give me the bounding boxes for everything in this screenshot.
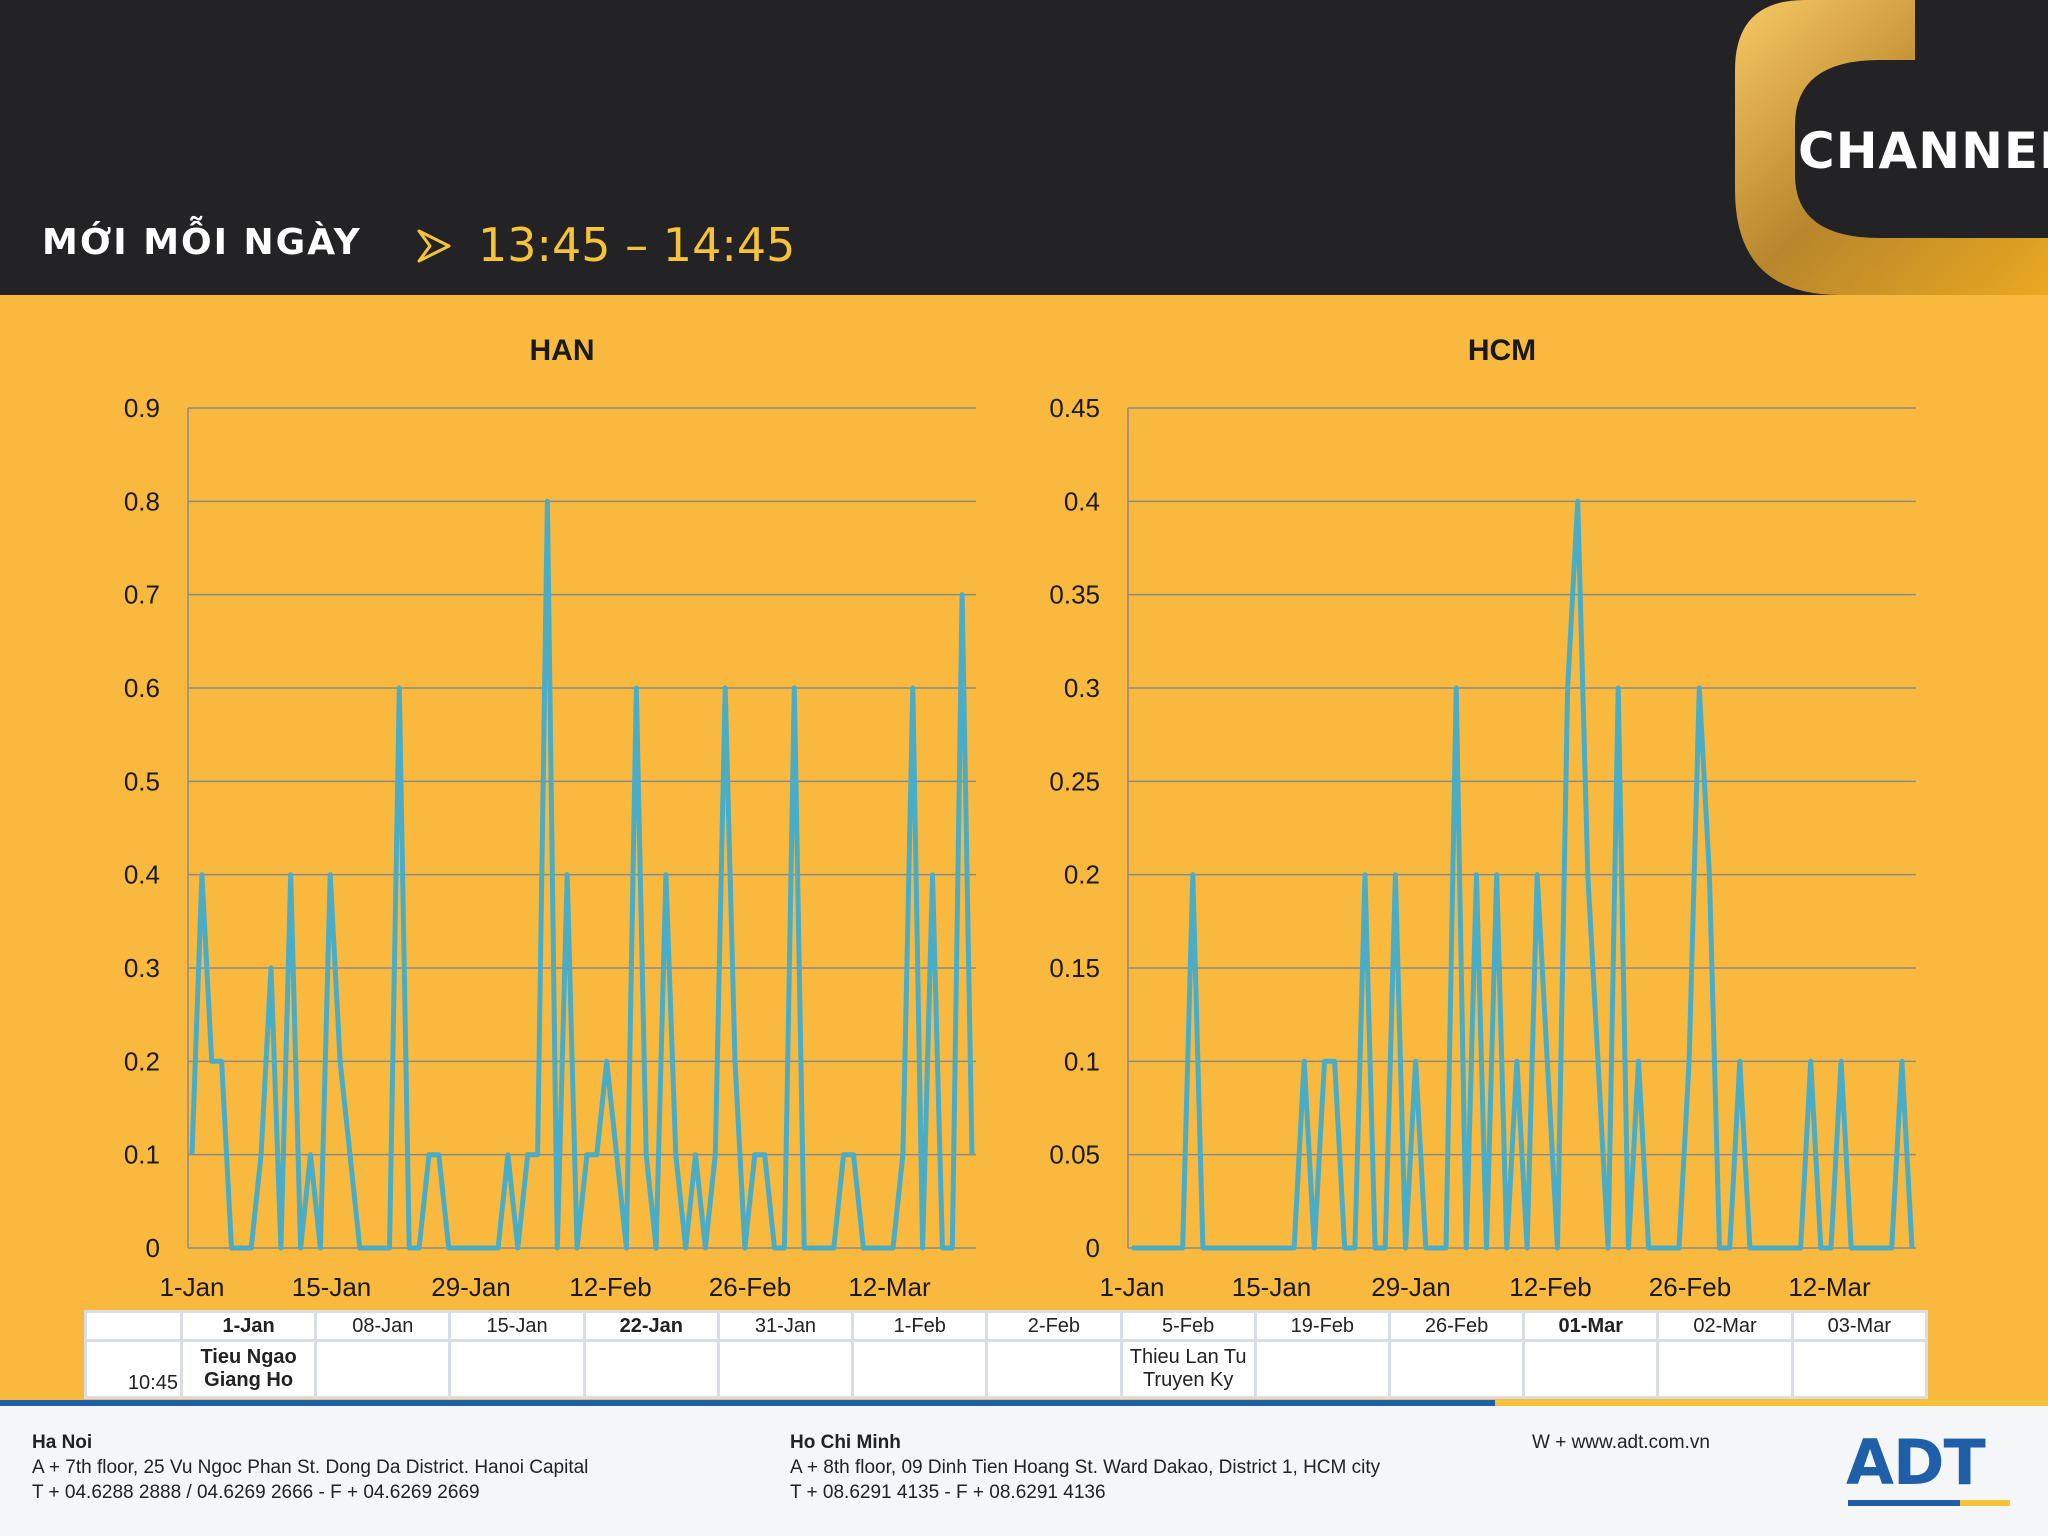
schedule-date-cell: 5-Feb: [1119, 1310, 1257, 1342]
schedule-time-cell: 10:45: [84, 1339, 183, 1399]
schedule-program-row: 10:45 Tieu Ngao Giang Ho Thieu Lan Tu Truye…: [84, 1339, 1929, 1399]
schedule-program-cell: [716, 1339, 855, 1399]
footer: Ha Noi A + 7th floor, 25 Vu Ngoc Phan St…: [0, 1406, 2048, 1536]
y-tick-label: 0.25: [1049, 766, 1100, 796]
adt-logo: ADT: [1846, 1426, 1986, 1499]
x-tick-label: 15-Jan: [292, 1272, 372, 1302]
schedule-program-cell: Tieu Ngao Giang Ho: [179, 1339, 318, 1399]
chart-title: HAN: [530, 334, 595, 367]
schedule-corner-cell: [84, 1310, 183, 1342]
schedule-program-cell: [1387, 1339, 1526, 1399]
schedule-date-cell: 08-Jan: [314, 1310, 452, 1342]
x-tick-label: 12-Feb: [569, 1272, 651, 1302]
x-tick-label: 1-Jan: [159, 1272, 224, 1302]
y-tick-label: 0.3: [124, 953, 160, 983]
address-hanoi-phone: T + 04.6288 2888 / 04.6269 2666 - F + 04…: [32, 1482, 480, 1503]
y-tick-label: 0.9: [124, 393, 160, 423]
schedule-program-cell: Thieu Lan Tu Truyen Ky: [1119, 1339, 1257, 1399]
y-tick-label: 0.35: [1049, 580, 1100, 610]
schedule-program-cell: [1790, 1339, 1929, 1399]
x-tick-label: 1-Jan: [1099, 1272, 1164, 1302]
schedule-date-row: 1-Jan 08-Jan 15-Jan 22-Jan 31-Jan 1-Feb 2-Feb 5…: [84, 1310, 1929, 1342]
x-tick-label: 15-Jan: [1232, 1272, 1312, 1302]
schedule-program-line: Thieu Lan Tu: [1129, 1346, 1247, 1368]
channel-logo: [1735, 0, 2048, 295]
schedule-date-cell: 03-Mar: [1790, 1310, 1929, 1342]
schedule-date-cell: 15-Jan: [448, 1310, 586, 1342]
y-tick-label: 0.7: [124, 580, 160, 610]
adt-logo-underline-accent: [1960, 1500, 2010, 1506]
y-tick-label: 0.2: [1064, 860, 1100, 890]
schedule-program-line: Tieu Ngao: [200, 1346, 297, 1368]
brand-tagline: MỚI MỖI NGÀY: [42, 222, 362, 263]
schedule-date-cell: 1-Jan: [179, 1310, 318, 1342]
schedule-program-cell: [851, 1339, 989, 1399]
y-tick-label: 0.2: [124, 1046, 160, 1076]
y-tick-label: 0.15: [1049, 953, 1100, 983]
address-hcm-phone: T + 08.6291 4135 - F + 08.6291 4136: [790, 1482, 1106, 1503]
x-tick-label: 12-Mar: [1788, 1272, 1871, 1302]
schedule-program-cell: [1253, 1339, 1391, 1399]
schedule-date-cell: 01-Mar: [1522, 1310, 1660, 1342]
schedule-program-cell: [1522, 1339, 1660, 1399]
chart-title: HCM: [1468, 334, 1536, 367]
han-chart: HAN 0 0.1 0.2 0.3 0.4 0.5 0.6 0.7 0.8 0.9 1-Jan 15-J…: [124, 334, 976, 1302]
schedule-date-cell: 26-Feb: [1387, 1310, 1526, 1342]
y-tick-label: 0.6: [124, 673, 160, 703]
x-tick-label: 29-Jan: [431, 1272, 511, 1302]
address-hanoi-street: A + 7th floor, 25 Vu Ngoc Phan St. Dong …: [32, 1457, 589, 1478]
schedule-program-cell: [582, 1339, 720, 1399]
time-range: 13:45 – 14:45: [478, 218, 796, 272]
series-line-hcm: [1132, 498, 1915, 1251]
y-tick-label: 0.4: [124, 860, 160, 890]
footer-stripe: [0, 1400, 2048, 1406]
series-line-han: [189, 498, 975, 1251]
schedule-program-cell: [985, 1339, 1123, 1399]
schedule-program-line: Truyen Ky: [1142, 1369, 1234, 1391]
address-hanoi-city: Ha Noi: [32, 1432, 93, 1453]
schedule-date-cell: 1-Feb: [851, 1310, 989, 1342]
schedule-program-cell: [1656, 1339, 1794, 1399]
hcm-chart: HCM 0 0.05 0.1 0.15 0.2 0.25 0.3 0.35 0.4 0.45 1-Ja…: [1049, 334, 1916, 1302]
schedule-table: 1-Jan 08-Jan 15-Jan 22-Jan 31-Jan 1-Feb 2-Feb 5…: [84, 1310, 1929, 1399]
y-tick-label: 0.5: [124, 766, 160, 796]
channel-wordmark: CHANNEL: [1798, 122, 2048, 180]
schedule-date-cell: 02-Mar: [1656, 1310, 1794, 1342]
schedule-date-cell: 2-Feb: [985, 1310, 1123, 1342]
y-tick-label: 0.1: [1064, 1046, 1100, 1076]
adt-logo-underline: [1848, 1500, 2010, 1506]
arrow-right-icon: [417, 229, 451, 263]
y-tick-label: 0.45: [1049, 393, 1100, 423]
address-hcm: Ho Chi Minh A + 8th floor, 09 Dinh Tien …: [790, 1430, 1380, 1505]
x-tick-label: 26-Feb: [1649, 1272, 1731, 1302]
schedule-program-cell: [448, 1339, 586, 1399]
x-tick-label: 12-Feb: [1509, 1272, 1591, 1302]
y-tick-label: 0.4: [1064, 486, 1100, 516]
header-bar: MỚI MỖI NGÀY 13:45 – 14:45 CHANNEL: [0, 0, 2048, 295]
y-tick-label: 0.8: [124, 486, 160, 516]
x-tick-label: 12-Mar: [848, 1272, 931, 1302]
y-tick-label: 0.05: [1049, 1140, 1100, 1170]
schedule-date-cell: 22-Jan: [582, 1310, 720, 1342]
website-link[interactable]: W + www.adt.com.vn: [1532, 1432, 1710, 1453]
schedule-program-line: Giang Ho: [204, 1369, 294, 1391]
y-tick-label: 0.3: [1064, 673, 1100, 703]
address-hanoi: Ha Noi A + 7th floor, 25 Vu Ngoc Phan St…: [32, 1430, 588, 1505]
y-tick-label: 0: [1086, 1233, 1100, 1263]
schedule-date-cell: 19-Feb: [1253, 1310, 1391, 1342]
address-hcm-city: Ho Chi Minh: [790, 1432, 901, 1453]
y-tick-label: 0: [146, 1233, 160, 1263]
y-tick-label: 0.1: [124, 1140, 160, 1170]
x-tick-label: 29-Jan: [1371, 1272, 1451, 1302]
schedule-date-cell: 31-Jan: [716, 1310, 855, 1342]
schedule-program-cell: [314, 1339, 452, 1399]
address-hcm-street: A + 8th floor, 09 Dinh Tien Hoang St. Wa…: [790, 1457, 1381, 1478]
x-tick-label: 26-Feb: [709, 1272, 791, 1302]
